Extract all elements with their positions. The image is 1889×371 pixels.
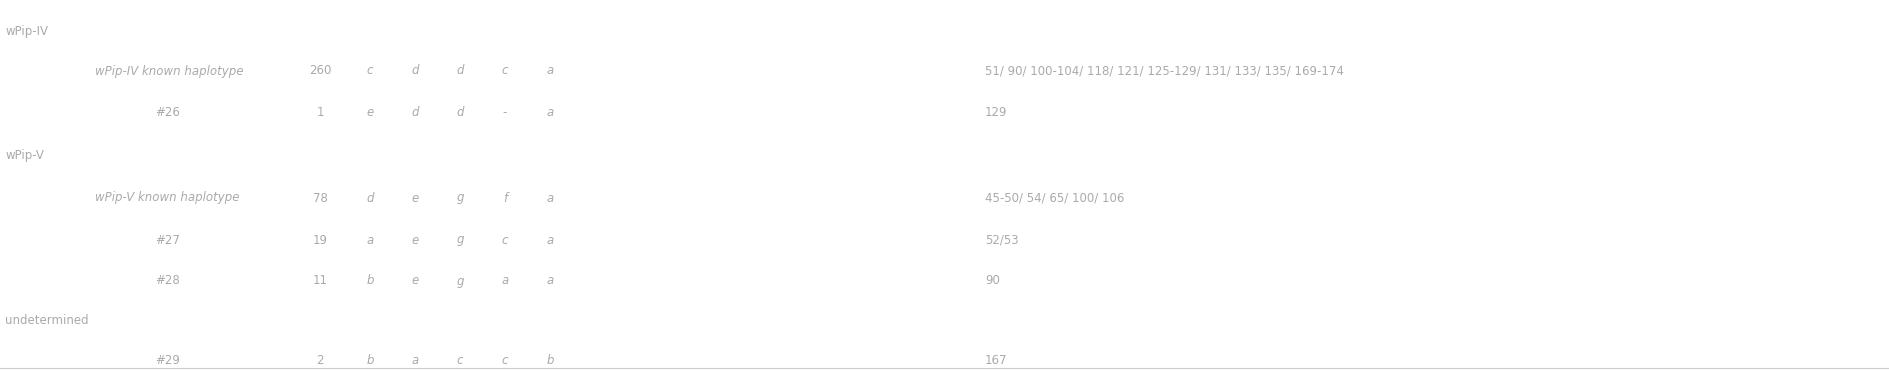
Text: a: a (501, 275, 508, 288)
Text: g: g (457, 191, 465, 204)
Text: g: g (457, 233, 465, 246)
Text: e: e (366, 106, 374, 119)
Text: g: g (457, 275, 465, 288)
Text: 90: 90 (984, 275, 999, 288)
Text: 260: 260 (308, 65, 331, 78)
Text: 167: 167 (984, 355, 1007, 368)
Text: wPip-V known haplotype: wPip-V known haplotype (94, 191, 240, 204)
Text: a: a (546, 65, 553, 78)
Text: d: d (457, 106, 465, 119)
Text: d: d (457, 65, 465, 78)
Text: a: a (546, 191, 553, 204)
Text: d: d (412, 106, 419, 119)
Text: c: c (502, 65, 508, 78)
Text: a: a (546, 106, 553, 119)
Text: #27: #27 (155, 233, 179, 246)
Text: undetermined: undetermined (6, 315, 89, 328)
Text: c: c (502, 233, 508, 246)
Text: #26: #26 (155, 106, 179, 119)
Text: 52/53: 52/53 (984, 233, 1018, 246)
Text: a: a (546, 275, 553, 288)
Text: 51/ 90/ 100-104/ 118/ 121/ 125-129/ 131/ 133/ 135/ 169-174: 51/ 90/ 100-104/ 118/ 121/ 125-129/ 131/… (984, 65, 1343, 78)
Text: b: b (546, 355, 553, 368)
Text: d: d (412, 65, 419, 78)
Text: a: a (366, 233, 374, 246)
Text: e: e (412, 191, 419, 204)
Text: c: c (502, 355, 508, 368)
Text: c: c (457, 355, 463, 368)
Text: #29: #29 (155, 355, 179, 368)
Text: 129: 129 (984, 106, 1007, 119)
Text: #28: #28 (155, 275, 179, 288)
Text: e: e (412, 275, 419, 288)
Text: wPip-IV known haplotype: wPip-IV known haplotype (94, 65, 244, 78)
Text: wPip-IV: wPip-IV (6, 24, 47, 37)
Text: c: c (366, 65, 374, 78)
Text: a: a (546, 233, 553, 246)
Text: b: b (366, 355, 374, 368)
Text: 78: 78 (312, 191, 327, 204)
Text: 1: 1 (315, 106, 323, 119)
Text: wPip-V: wPip-V (6, 150, 43, 162)
Text: f: f (502, 191, 506, 204)
Text: 45-50/ 54/ 65/ 100/ 106: 45-50/ 54/ 65/ 100/ 106 (984, 191, 1124, 204)
Text: e: e (412, 233, 419, 246)
Text: -: - (502, 106, 506, 119)
Text: b: b (366, 275, 374, 288)
Text: 2: 2 (315, 355, 323, 368)
Text: 11: 11 (312, 275, 327, 288)
Text: a: a (412, 355, 419, 368)
Text: 19: 19 (312, 233, 327, 246)
Text: d: d (366, 191, 374, 204)
